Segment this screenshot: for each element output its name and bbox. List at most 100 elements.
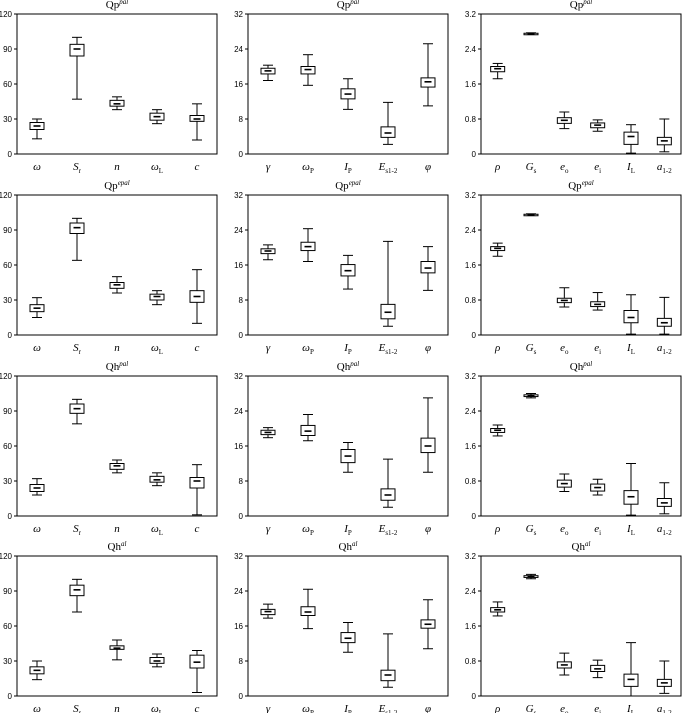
y-tick-label: 16 [234,80,243,89]
x-tick-sub: L [159,529,163,537]
subplot-title-main: Qh [570,361,584,373]
x-tick-sub: i [599,529,601,537]
x-tick-label: Gs [526,161,537,175]
x-tick-main: G [526,703,534,713]
y-tick-label: 60 [3,622,12,631]
x-tick-sub: r [79,348,82,356]
x-tick-main: a [657,161,663,173]
x-tick-label: ρ [494,342,500,354]
y-tick-label: 0 [8,331,13,340]
subplot-title-main: Qh [337,361,351,373]
x-tick-label: n [114,342,120,354]
x-tick-main: ω [33,703,41,713]
x-tick-label: Sr [73,523,82,537]
x-tick-sub: r [79,709,82,713]
x-tick-sub: i [599,709,601,713]
subplot-title-main: Qh [106,361,120,373]
x-tick-main: ω [302,342,310,354]
y-tick-label: 90 [3,45,12,54]
x-tick-main: ω [302,161,310,173]
x-tick-sub: P [310,529,314,537]
subplot-title: Qhpal [106,360,128,373]
box-iqr [189,477,205,489]
x-tick-label: ρ [494,523,500,535]
box-iqr [623,131,639,145]
x-tick-main: ω [33,161,41,173]
x-tick-main: φ [425,161,431,173]
y-tick-label: 16 [234,622,243,631]
x-tick-sub: L [631,167,635,175]
subplot-title-sup: pal [582,360,592,368]
x-tick-sub: i [599,167,601,175]
x-tick-sub: L [159,348,163,356]
x-tick-label: Es1-2 [378,523,398,537]
x-tick-main: c [195,161,200,173]
x-tick-main: γ [266,523,271,535]
x-tick-main: n [114,703,120,713]
x-tick-main: c [195,523,200,535]
y-tick-label: 60 [3,442,12,451]
x-tick-main: ω [302,523,310,535]
subplot-title: Qppal [570,0,592,11]
subplot-title-main: Qp [568,180,582,192]
x-tick-sub: s [534,529,537,537]
subplot-title: Qppal [106,0,128,11]
x-tick-label: IL [626,703,635,713]
x-tick-main: I [626,161,632,173]
x-tick-main: γ [266,342,271,354]
y-tick-label: 0 [472,150,477,159]
x-tick-label: a1-2 [657,161,672,175]
x-tick-label: IP [343,523,352,537]
x-tick-label: n [114,523,120,535]
x-tick-sub: s [534,167,537,175]
x-tick-sub: 1-2 [662,167,672,175]
x-tick-label: γ [266,161,271,173]
y-tick-label: 30 [3,115,12,124]
x-tick-label: ωL [151,523,163,537]
subplot-title-main: Qh [572,541,586,553]
x-tick-label: ρ [494,161,500,173]
plot-frame [16,194,218,336]
x-tick-sub: s1-2 [385,709,398,713]
x-tick-main: γ [266,161,271,173]
x-tick-main: e [560,703,565,713]
x-tick-label: Sr [73,342,82,356]
x-tick-label: γ [266,703,271,713]
x-tick-main: ω [33,523,41,535]
x-tick-main: ω [33,342,41,354]
y-tick-label: 32 [234,372,243,381]
box-iqr [69,43,85,57]
x-tick-main: e [594,342,599,354]
subplot-title-sup: pal [349,360,359,368]
x-tick-label: ωL [151,342,163,356]
y-tick-label: 0 [8,512,13,521]
y-tick-label: 1.6 [465,442,477,451]
x-tick-label: φ [425,703,431,713]
x-tick-main: I [626,523,632,535]
y-tick-label: 30 [3,477,12,486]
x-tick-sub: s [534,709,537,713]
x-tick-label: Sr [73,161,82,175]
x-tick-label: Es1-2 [378,703,398,713]
x-tick-label: a1-2 [657,703,672,713]
x-tick-label: Es1-2 [378,342,398,356]
subplot-title-main: Qh [108,541,122,553]
x-tick-main: ω [151,703,159,713]
x-tick-main: G [526,342,534,354]
x-tick-main: G [526,523,534,535]
x-tick-main: E [378,342,386,354]
subplot-title: Qhal [572,540,591,553]
x-tick-sub: o [565,167,569,175]
box-iqr [623,310,639,324]
x-tick-label: eo [560,703,569,713]
subplot-title: Qhal [339,540,358,553]
x-tick-label: eo [560,161,569,175]
subplot-title-main: Qp [335,180,349,192]
x-tick-label: φ [425,161,431,173]
y-tick-label: 2.4 [465,587,477,596]
y-tick-label: 3.2 [465,552,477,561]
subplot-title: Qhpal [570,360,592,373]
